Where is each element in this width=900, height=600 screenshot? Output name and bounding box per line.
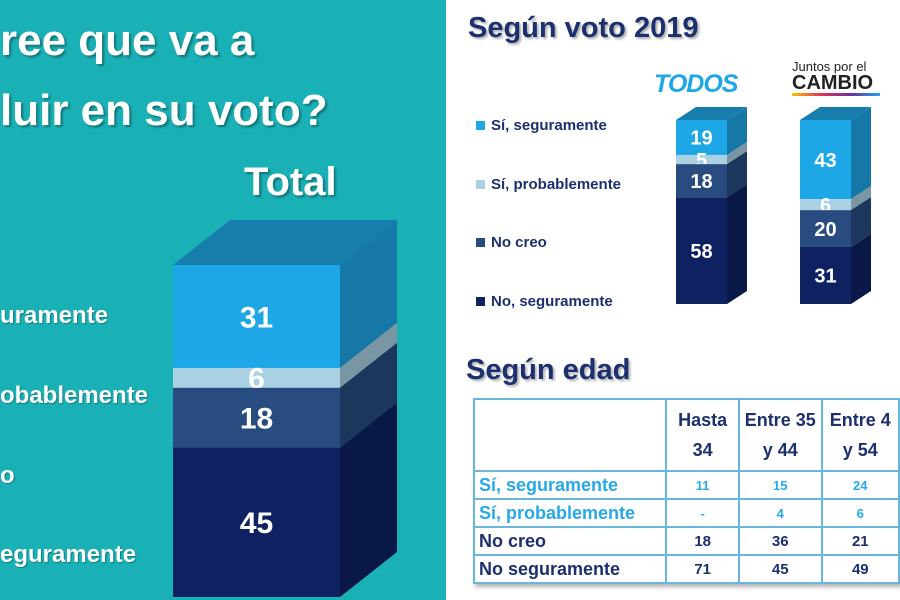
legend-item: Sí, probablemente — [476, 176, 621, 193]
total-label: Total — [244, 160, 337, 204]
legend-label: Sí, probablemente — [491, 176, 622, 193]
question-title-line2: luir en su voto? — [0, 86, 328, 135]
total-bar-segment — [173, 265, 340, 368]
table-row: Sí, seguramente 11 15 24 — [472, 470, 900, 500]
table-cell: 71 — [665, 554, 740, 584]
cambio-bar-side-face — [851, 197, 871, 247]
cambio-logo: Juntos por el CAMBIO — [792, 60, 880, 96]
total-bar-side-face — [340, 322, 397, 388]
todos-bar-side-face — [727, 141, 747, 165]
todos-bar-segment — [676, 120, 727, 155]
cambio-bar-side-face — [851, 107, 871, 200]
table-cell: 24 — [820, 470, 900, 500]
left-panel: ree que va a luir en su voto? Total uram… — [0, 0, 446, 600]
total-bar-segment — [173, 367, 340, 388]
cambio-logo-line2: CAMBIO — [792, 72, 874, 94]
total-bar-side-face — [340, 342, 397, 448]
todos-bar-value-label: 19 — [690, 128, 712, 150]
cambio-bar-segment — [800, 210, 851, 247]
table-cell: 49 — [820, 554, 900, 584]
todos-logo: TODOS — [654, 70, 738, 98]
total-bar-side-face — [340, 402, 397, 597]
row-label: Sí, probablemente — [472, 498, 668, 528]
table-header: Hasta 34 — [665, 398, 740, 472]
table-row: Sí, probablemente -4 6 — [472, 498, 900, 528]
legend-item: Sí, seguramente — [476, 117, 607, 134]
total-bar-segment — [173, 447, 340, 597]
legend-label: obablemente — [0, 382, 149, 409]
legend-label: eguramente — [0, 541, 137, 568]
total-bar-chart: 31 6 18 45 — [173, 220, 397, 597]
row-label: Sí, seguramente — [472, 470, 668, 500]
total-bar-value-label: 31 — [240, 301, 273, 334]
table-cell: 45 — [737, 554, 823, 584]
total-bar-top-face — [173, 220, 397, 265]
table-header: Entre 35 y 44 — [737, 398, 823, 472]
table-cell: 4 — [737, 498, 823, 528]
todos-bar-side-face — [727, 107, 747, 155]
table-cell: 15 — [737, 470, 823, 500]
table-cell: - — [665, 498, 740, 528]
table-row: No creo 18 36 21 — [472, 526, 900, 556]
table-cell: 11 — [665, 470, 740, 500]
legend-swatch — [476, 121, 485, 130]
legend-label: o — [0, 462, 15, 489]
total-bar-segment — [173, 387, 340, 448]
cambio-bar-segment — [800, 199, 851, 211]
vote-section-title: Según voto 2019 — [468, 12, 699, 44]
legend-item: No, seguramente — [476, 293, 613, 310]
cambio-bar-side-face — [851, 233, 871, 304]
age-section-title: Según edad — [466, 354, 631, 386]
legend-item: No creo — [476, 234, 547, 251]
question-title-line1: ree que va a — [0, 16, 255, 65]
legend-swatch — [476, 180, 485, 189]
row-label: No seguramente — [472, 554, 668, 584]
todos-bar-segment — [676, 197, 727, 304]
todos-bar-side-face — [727, 151, 747, 198]
todos-bar-segment — [676, 154, 727, 165]
cambio-bar-side-face — [851, 186, 871, 211]
todos-bar-value-label: 58 — [690, 241, 712, 263]
todos-bar-value-label: 5 — [696, 150, 707, 172]
legend-label: No, seguramente — [491, 293, 613, 310]
cambio-bar-value-label: 20 — [814, 219, 836, 241]
cambio-bar-value-label: 43 — [814, 150, 836, 172]
table-cell: 36 — [737, 526, 823, 556]
legend-label: uramente — [0, 302, 109, 329]
table-cell: 18 — [665, 526, 740, 556]
total-bar-value-label: 6 — [248, 363, 265, 396]
cambio-bar-value-label: 6 — [820, 195, 831, 217]
row-label: No creo — [472, 526, 668, 556]
cambio-bar-top-face — [800, 107, 871, 120]
table-cell: 21 — [820, 526, 900, 556]
todos-bar-value-label: 18 — [690, 171, 712, 193]
cambio-logo-line1: Juntos por el — [792, 59, 867, 74]
legend-swatch — [476, 297, 485, 306]
table-row: No seguramente 71 45 49 — [472, 554, 900, 584]
total-bar-side-face — [340, 220, 397, 368]
todos-bar-top-face — [676, 107, 747, 120]
total-bar-value-label: 45 — [240, 507, 273, 540]
cambio-bar-value-label: 31 — [814, 266, 836, 288]
todos-bar-side-face — [727, 184, 747, 304]
table-cell: 6 — [820, 498, 900, 528]
todos-bar-segment — [676, 164, 727, 198]
cambio-bar-segment — [800, 120, 851, 200]
cambio-bar-segment — [800, 246, 851, 304]
total-bar-value-label: 18 — [240, 403, 273, 436]
legend-swatch — [476, 238, 485, 247]
legend-label: Sí, seguramente — [491, 117, 607, 134]
table-header — [472, 398, 668, 472]
legend-label: No creo — [491, 234, 547, 251]
